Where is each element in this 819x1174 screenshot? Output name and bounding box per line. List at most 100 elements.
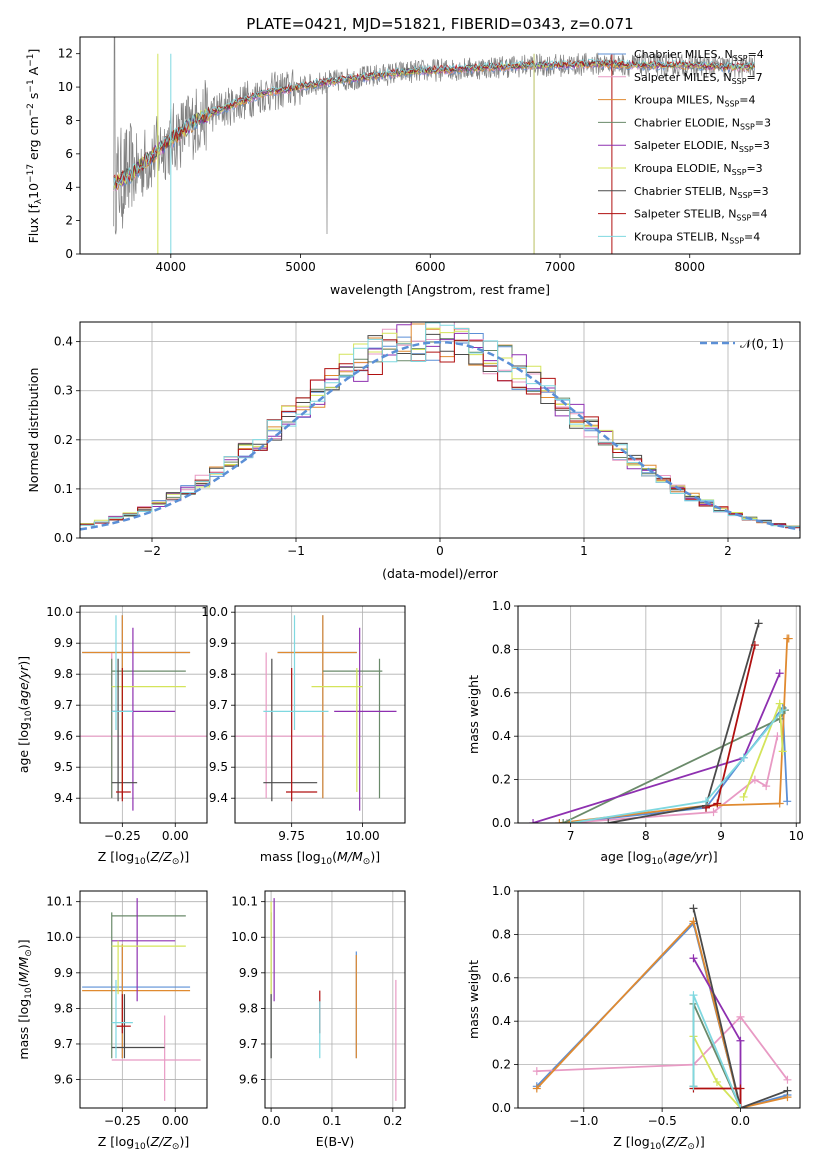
weight-point-salpeter-stelib: [713, 799, 722, 808]
mass-vs-ebv-xtick-label: 0.0: [262, 1114, 281, 1128]
spectrum-frame: [79, 36, 801, 255]
mass-vs-metallicity-frame: [79, 890, 208, 1109]
legend-entry: Chabrier MILES, NSSP​=4: [634, 48, 764, 63]
legend-entry: Kroupa STELIB, NSSP​=4: [634, 230, 760, 245]
spectrum-ytick-label: 6: [65, 147, 73, 161]
age-vs-mass-ytick-label: 9.6: [209, 729, 228, 743]
mass-vs-ebv-x-axis-label: E(B-V): [316, 1134, 355, 1149]
weight-vs-age-ytick-label: 1.0: [492, 599, 511, 613]
legend-entry: Chabrier STELIB, NSSP​=3: [634, 185, 769, 200]
age-vs-metallicity-frame: [79, 605, 208, 824]
spectrum-ytick-label: 8: [65, 113, 73, 127]
age-vs-mass-frame: [234, 605, 406, 824]
model-spectrum-kroupa-stelib: [113, 58, 755, 186]
weight-point-kroupa-elodie: [712, 1077, 721, 1086]
age-vs-metallicity-ytick-label: 9.7: [54, 698, 73, 712]
spectrum-y-axis-label: Flux [fλ​10−17​ erg cm−2​ s−1​ A−1​]: [26, 49, 44, 244]
residual-histogram-kroupa-stelib: [80, 322, 800, 528]
age-vs-metallicity-plot-area: [80, 615, 207, 811]
weight-vs-metallicity-ytick-label: 0.6: [492, 971, 511, 985]
legend-entry: 𝒩(0, 1): [740, 337, 784, 351]
age-vs-mass-ytick-label: 9.8: [209, 667, 228, 681]
weight-point-chabrier-stelib: [689, 904, 698, 913]
spectrum-xtick-label: 6000: [415, 260, 446, 274]
residuals-ytick-label: 0.2: [54, 433, 73, 447]
weight-point-salpeter-miles: [762, 782, 771, 791]
weight-point-salpeter-miles: [750, 775, 759, 784]
mass-vs-metallicity-x-axis-label: Z [log10​(Z/Z⊙​)]: [98, 1134, 189, 1152]
age-vs-mass-ytick-label: 9.7: [209, 698, 228, 712]
normal-reference-curve: [80, 340, 800, 531]
weight-point-salpeter-elodie: [689, 954, 698, 963]
mass-vs-ebv-ytick-label: 9.7: [239, 1037, 258, 1051]
mass-vs-metallicity-ytick-label: 9.9: [54, 966, 73, 980]
age-vs-mass-plot-area: [235, 615, 397, 811]
weight-point-kroupa-elodie: [775, 699, 784, 708]
weight-point-kroupa-stelib: [739, 753, 748, 762]
panel-mass-vs-ebv: 0.0 0.1 0.2 9.6 9.7 9.8 9.9 10.0 10.1 E(B-V): [231, 890, 406, 1149]
residuals-legend: 𝒩(0, 1): [700, 337, 784, 351]
mass-vs-metallicity-ytick-label: 9.6: [54, 1073, 73, 1087]
age-vs-mass-ytick-label: 10.0: [201, 605, 228, 619]
age-vs-mass-ytick-label: 9.4: [209, 791, 228, 805]
age-vs-metallicity-ytick-label: 9.4: [54, 791, 73, 805]
weight-vs-metallicity-ytick-label: 0.0: [492, 1101, 511, 1115]
residuals-xtick-label: 2: [724, 544, 732, 558]
age-vs-mass-x-axis-label: mass [log10​(M/M⊙​)]: [260, 849, 380, 867]
mass-vs-metallicity-ytick-label: 10.1: [46, 895, 73, 909]
spectrum-ytick-label: 4: [65, 180, 73, 194]
weight-vs-metallicity-plot-area: [532, 904, 792, 1108]
weight-line-kroupa-miles: [536, 919, 788, 1108]
weight-vs-age-frame: [517, 605, 801, 824]
age-vs-metallicity-y-axis-label: age [log10​(age/yr)]: [16, 656, 34, 773]
weight-point-salpeter-miles: [773, 732, 782, 741]
residual-histogram-kroupa-elodie: [80, 327, 800, 527]
weight-point-kroupa-miles: [775, 799, 784, 808]
weight-line-chabrier-stelib: [692, 908, 788, 1108]
legend-entry: Chabrier ELODIE, NSSP​=3: [634, 116, 771, 131]
weight-point-salpeter-stelib: [736, 1084, 745, 1093]
weight-vs-metallicity-y-axis-label: mass weight: [466, 960, 481, 1039]
age-vs-metallicity-ytick-label: 9.6: [54, 729, 73, 743]
weight-point-kroupa-stelib: [778, 706, 787, 715]
mass-vs-ebv-xtick-label: 0.1: [322, 1114, 341, 1128]
mass-vs-metallicity-ytick-label: 9.7: [54, 1037, 73, 1051]
weight-point-kroupa-miles: [555, 819, 564, 823]
weight-vs-metallicity-xtick-label: −0.5: [648, 1114, 677, 1128]
weight-vs-metallicity-ytick-label: 0.4: [492, 1014, 511, 1028]
weight-vs-age-xtick-label: 9: [717, 829, 725, 843]
legend-entry: Kroupa ELODIE, NSSP​=3: [634, 162, 763, 177]
residuals-x-axis-label: (data-model)/error: [382, 566, 499, 581]
legend-entry: Salpeter STELIB, NSSP​=4: [634, 208, 767, 223]
panel-age-vs-metallicity: −0.25 0.00 9.4 9.5 9.6 9.7 9.8 9.9 10.0 Z [log10​…: [16, 605, 208, 867]
mass-vs-metallicity-y-axis-label: mass [log10​(M/M⊙​)]: [16, 939, 34, 1059]
legend-entry: Salpeter ELODIE, NSSP​=3: [634, 139, 770, 154]
weight-vs-age-y-axis-label: mass weight: [466, 675, 481, 754]
age-vs-mass-ytick-label: 9.5: [209, 760, 228, 774]
residuals-plot-area: [80, 322, 800, 531]
mass-vs-metallicity-grid: [80, 891, 207, 1108]
weight-point-kroupa-stelib: [689, 991, 698, 1000]
age-vs-mass-xtick-label: 9.75: [278, 829, 305, 843]
age-vs-metallicity-ytick-label: 9.9: [54, 636, 73, 650]
weight-vs-age-ytick-label: 0.4: [492, 729, 511, 743]
weight-point-chabrier-miles: [783, 797, 792, 806]
weight-line-salpeter-miles: [536, 1015, 789, 1081]
residuals-ytick-label: 0.0: [54, 531, 73, 545]
panel-weight-vs-metallicity: −1.0 −0.5 0.0 0.0 0.2 0.4 0.6 0.8 1.0 Z [log10​(Z…: [466, 884, 801, 1152]
residuals-y-axis-label: Normed distribution: [26, 368, 41, 493]
spectrum-ytick-label: 0: [65, 247, 73, 261]
weight-vs-metallicity-xtick-label: −1.0: [569, 1114, 598, 1128]
spectrum-legend: Chabrier MILES, NSSP​=4 Salpeter MILES, N…: [598, 48, 771, 245]
mass-vs-ebv-plot-area: [270, 898, 397, 1101]
age-vs-mass-xtick-label: 10.00: [345, 829, 379, 843]
age-vs-metallicity-x-axis-label: Z [log10​(Z/Z⊙​)]: [98, 849, 189, 867]
mass-vs-ebv-ytick-label: 9.8: [239, 1001, 258, 1015]
weight-point-chabrier-stelib: [604, 819, 613, 823]
weight-vs-metallicity-ytick-label: 0.8: [492, 927, 511, 941]
mass-vs-ebv-ytick-label: 10.1: [231, 895, 258, 909]
mass-vs-ebv-ytick-label: 9.9: [239, 966, 258, 980]
weight-vs-age-xtick-label: 10: [789, 829, 804, 843]
weight-point-kroupa-elodie: [739, 792, 748, 801]
